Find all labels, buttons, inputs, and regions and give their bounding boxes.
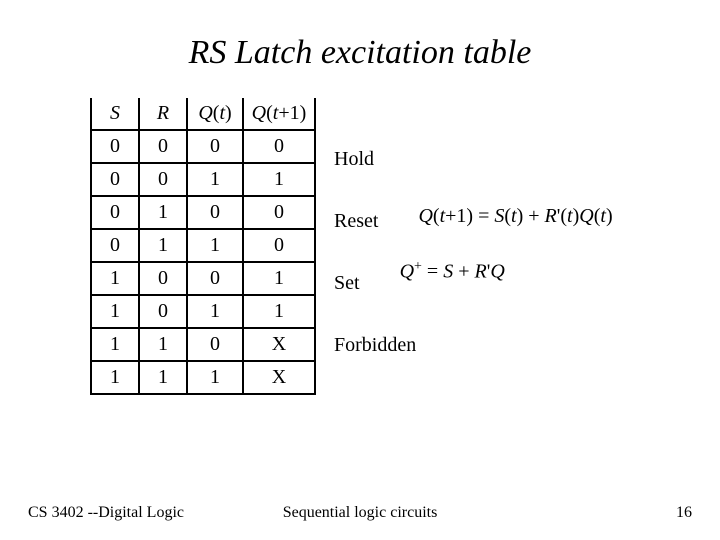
table-row: 1 0 1 1 [91,295,315,328]
footer-page-number: 16 [676,504,692,522]
annotation-set: Set [334,272,360,295]
cell: 0 [243,196,315,229]
cell: X [243,328,315,361]
table-row: 0 0 1 1 [91,163,315,196]
cell: 0 [243,229,315,262]
col-header-r: R [139,98,187,130]
cell: 0 [139,163,187,196]
cell: 0 [139,262,187,295]
cell: 1 [187,295,243,328]
col-header-qt1: Q(t+1) [243,98,315,130]
page-title: RS Latch excitation table [0,0,720,98]
cell: 0 [243,130,315,163]
cell: 1 [243,262,315,295]
annotation-forbidden: Forbidden [334,334,416,357]
content-area: S R Q(t) Q(t+1) 0 0 0 0 0 0 1 1 0 1 0 0 … [0,98,720,395]
cell: 0 [91,196,139,229]
cell: 1 [91,295,139,328]
annotation-hold: Hold [334,148,374,171]
cell: 0 [187,328,243,361]
cell: X [243,361,315,394]
cell: 1 [139,328,187,361]
cell: 0 [91,163,139,196]
cell: 0 [187,130,243,163]
table-row: 1 1 0 X [91,328,315,361]
cell: 1 [139,196,187,229]
table-row: 0 0 0 0 [91,130,315,163]
cell: 1 [139,361,187,394]
table-row: 1 0 0 1 [91,262,315,295]
cell: 1 [243,163,315,196]
table-row: 0 1 1 0 [91,229,315,262]
footer-center: Sequential logic circuits [283,504,438,522]
cell: 1 [187,163,243,196]
annotation-reset: Reset [334,210,378,233]
equation-qplus: Q+ = S + R'Q [400,259,505,284]
table-header-row: S R Q(t) Q(t+1) [91,98,315,130]
equation-qt1: Q(t+1) = S(t) + R'(t)Q(t) [418,205,612,228]
cell: 1 [91,328,139,361]
footer-left: CS 3402 --Digital Logic [28,504,184,522]
cell: 1 [187,361,243,394]
equations-block: Q(t+1) = S(t) + R'(t)Q(t) [378,205,612,238]
table-row: 0 1 0 0 [91,196,315,229]
excitation-table: S R Q(t) Q(t+1) 0 0 0 0 0 0 1 1 0 1 0 0 … [90,98,316,395]
cell: 0 [187,262,243,295]
footer: CS 3402 --Digital Logic Sequential logic… [0,504,720,522]
row-annotations: Hold Reset Q(t+1) = S(t) + R'(t)Q(t) Set… [316,98,613,376]
col-header-qt: Q(t) [187,98,243,130]
cell: 1 [243,295,315,328]
cell: 1 [187,229,243,262]
cell: 0 [139,130,187,163]
cell: 1 [91,361,139,394]
cell: 0 [187,196,243,229]
cell: 0 [91,229,139,262]
col-header-s: S [91,98,139,130]
cell: 0 [91,130,139,163]
cell: 1 [91,262,139,295]
cell: 1 [139,229,187,262]
cell: 0 [139,295,187,328]
table-row: 1 1 1 X [91,361,315,394]
